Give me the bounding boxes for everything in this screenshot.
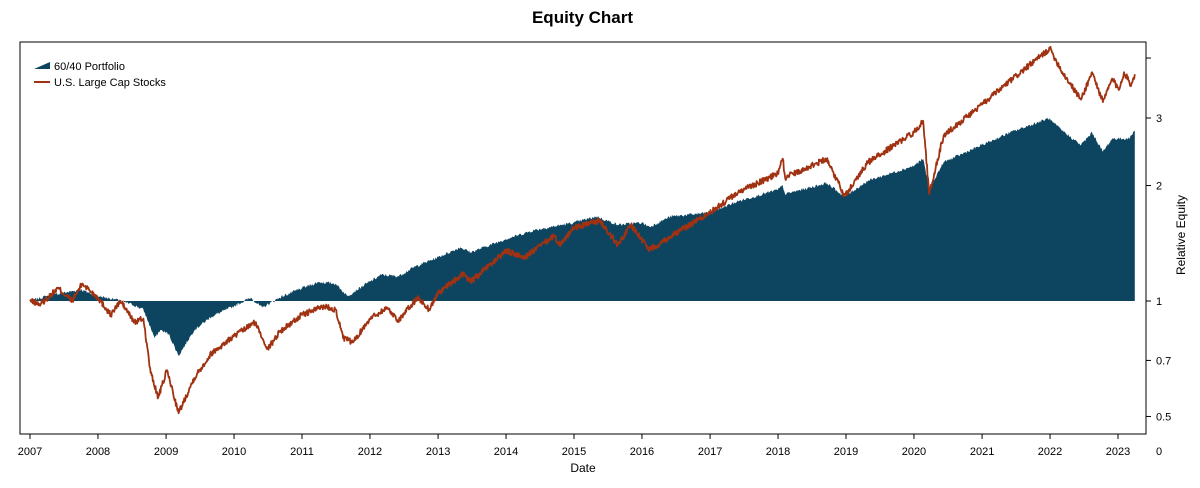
y-axis-label: Relative Equity [1174,195,1188,275]
y-tick-label: 0 [1156,446,1162,458]
x-tick-label: 2011 [290,446,314,458]
x-tick-label: 2022 [1038,446,1062,458]
x-axis: 2007 2008 2009 2010 2011 2012 2013 2014 2015 2016… [18,434,1130,458]
legend: 60/40 Portfolio U.S. Large Cap Stocks [34,61,166,89]
plot-frame [19,41,1147,435]
chart-title: Equity Chart [531,8,634,27]
legend-item-portfolio[interactable]: 60/40 Portfolio [34,61,125,73]
x-tick-label: 2016 [630,446,654,458]
y-tick-label: 0.5 [1156,411,1171,423]
plot-area [29,45,1136,415]
y-tick-label: 2 [1156,181,1162,193]
x-tick-label: 2008 [86,446,110,458]
x-tick-label: 2019 [834,446,858,458]
y-axis: 3 2 1 0.7 0.5 0 [1146,57,1171,458]
y-tick-label: 1 [1156,296,1162,308]
x-tick-label: 2021 [970,446,994,458]
series-area-portfolio [30,118,1135,356]
x-tick-label: 2010 [222,446,246,458]
y-tick-label: 0.7 [1156,355,1171,367]
x-tick-label: 2015 [562,446,586,458]
x-tick-label: 2017 [698,446,722,458]
x-tick-label: 2020 [902,446,926,458]
x-tick-label: 2007 [18,446,42,458]
legend-swatch-portfolio [34,62,50,69]
x-tick-label: 2018 [766,446,790,458]
legend-item-stocks[interactable]: U.S. Large Cap Stocks [34,77,166,89]
x-tick-label: 2012 [358,446,382,458]
legend-label-stocks: U.S. Large Cap Stocks [54,77,166,89]
x-axis-label: Date [570,461,596,475]
x-tick-label: 2009 [154,446,178,458]
legend-label-portfolio: 60/40 Portfolio [54,61,125,73]
x-tick-label: 2023 [1106,446,1130,458]
x-tick-label: 2013 [426,446,450,458]
series-line-stocks [29,45,1136,415]
y-tick-label: 3 [1156,113,1162,125]
x-tick-label: 2014 [494,446,518,458]
